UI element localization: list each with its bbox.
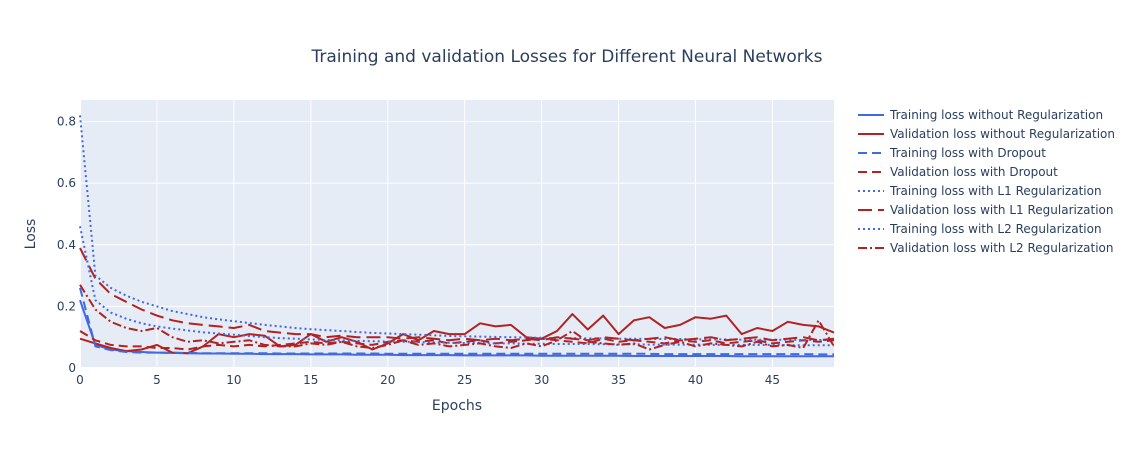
series-line-3 (79, 287, 834, 356)
legend-label: Validation loss with L2 Regularization (890, 241, 1113, 255)
x-tick-label: 35 (611, 373, 626, 387)
legend-item-1[interactable]: Training loss without Regularization (858, 108, 1103, 122)
series-line-8 (79, 284, 835, 351)
x-tick-label: 5 (153, 373, 161, 387)
y-tick-label: 0.2 (57, 299, 76, 313)
grid-layer (79, 100, 834, 369)
series-line-4 (79, 330, 835, 351)
legend-item-4[interactable]: Validation loss with Dropout (858, 165, 1058, 179)
x-tick-label: 25 (457, 373, 472, 387)
legend-item-8[interactable]: Validation loss with L2 Regularization (858, 241, 1113, 255)
legend-item-2[interactable]: Validation loss without Regularization (858, 127, 1115, 141)
legend[interactable]: Training loss without Regularization Vali… (858, 108, 1115, 255)
legend-item-6[interactable]: Validation loss with L1 Regularization (858, 203, 1113, 217)
y-tick-label: 0.6 (57, 176, 76, 190)
legend-label: Training loss with L2 Regularization (889, 222, 1102, 236)
series-line-5 (79, 115, 834, 341)
series-line-6 (79, 247, 835, 342)
legend-label: Validation loss without Regularization (890, 127, 1115, 141)
y-tick-label: 0 (68, 361, 76, 375)
legend-label: Validation loss with L1 Regularization (890, 203, 1113, 217)
legend-label: Training loss with Dropout (889, 146, 1046, 160)
y-axis-label: Loss (23, 219, 39, 250)
x-tick-label: 40 (688, 373, 703, 387)
legend-item-5[interactable]: Training loss with L1 Regularization (858, 184, 1102, 198)
legend-label: Training loss with L1 Regularization (889, 184, 1102, 198)
y-tick-label: 0.8 (57, 115, 76, 129)
x-tick-label: 0 (76, 373, 84, 387)
x-tick-label: 20 (380, 373, 395, 387)
x-tick-label: 45 (765, 373, 780, 387)
x-axis-label: Epochs (432, 398, 482, 414)
x-tick-label: 30 (534, 373, 549, 387)
series-layer (79, 115, 835, 358)
y-tick-label: 0.4 (57, 238, 76, 252)
x-tick-label: 15 (303, 373, 318, 387)
legend-label: Training loss without Regularization (889, 108, 1103, 122)
tick-layer: 0 5 10 15 20 25 30 35 40 45 0 0.2 0.4 0.6 0.8 (57, 115, 780, 387)
legend-item-3[interactable]: Training loss with Dropout (858, 146, 1046, 160)
series-line-2 (79, 313, 835, 355)
chart-title: Training and validation Losses for Diffe… (311, 47, 823, 67)
plot-background (80, 100, 834, 368)
x-tick-label: 10 (226, 373, 241, 387)
legend-item-7[interactable]: Training loss with L2 Regularization (858, 222, 1102, 236)
legend-label: Validation loss with Dropout (890, 165, 1058, 179)
